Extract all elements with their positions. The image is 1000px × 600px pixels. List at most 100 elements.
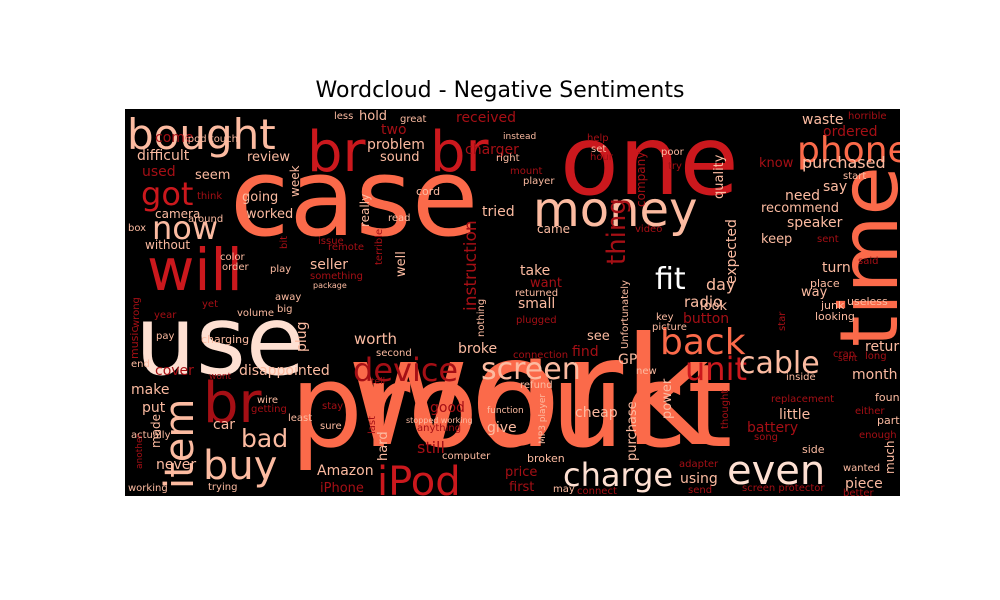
word-mp3-player: MP3 player — [538, 394, 548, 444]
word-right: right — [496, 153, 520, 164]
word-color: color — [220, 252, 246, 263]
word-company: company — [634, 152, 648, 207]
word-away: away — [275, 292, 301, 303]
word-say: say — [823, 179, 847, 195]
word-bought: bought — [127, 110, 276, 159]
word-junk: junk — [820, 299, 845, 312]
word-returned: returned — [515, 288, 558, 299]
word-play: play — [270, 264, 291, 275]
word-br: br — [203, 371, 263, 436]
word-ordered: ordered — [823, 124, 878, 140]
word-picture: picture — [652, 322, 687, 333]
word-stay: stay — [322, 401, 343, 412]
word-better: better — [843, 488, 874, 496]
word-bad: bad — [241, 424, 288, 453]
word-poor: poor — [661, 147, 685, 158]
word-plug: plug — [294, 321, 310, 352]
word-looking: looking — [815, 310, 855, 323]
word-cable: cable — [739, 346, 820, 381]
word-useless: useless — [847, 295, 888, 308]
word-cord: cord — [416, 185, 440, 198]
word-may: may — [553, 484, 575, 495]
chart-title: Wordcloud - Negative Sentiments — [315, 78, 685, 103]
word-recommend: recommend — [761, 201, 839, 216]
word-sent: sent — [838, 354, 858, 364]
word-money: money — [533, 182, 697, 238]
word-br: br — [430, 120, 490, 185]
word-make: make — [131, 382, 169, 398]
word-expected: expected — [724, 219, 740, 284]
word-player: player — [523, 176, 555, 187]
word-plugged: plugged — [516, 315, 557, 326]
word-mount: mount — [510, 166, 543, 177]
word-instruction: instruction — [461, 220, 481, 311]
word-br: br — [307, 120, 367, 185]
word-battery: battery — [747, 420, 798, 436]
word-yet: yet — [202, 299, 218, 310]
word-back: back — [660, 322, 746, 363]
word-broke: broke — [458, 341, 497, 357]
word-going: going — [242, 190, 278, 205]
word-buy: buy — [203, 443, 277, 489]
word-last: last — [367, 416, 378, 434]
word-part: part — [877, 414, 900, 427]
word-need: need — [785, 188, 820, 204]
word-adapter: adapter — [679, 459, 719, 470]
word-unit: unit — [685, 350, 747, 388]
word-something: something — [310, 271, 363, 282]
word-horrible: horrible — [848, 111, 887, 122]
word-key: key — [656, 312, 674, 323]
word-turn: turn — [822, 260, 851, 276]
word-charging: charging — [201, 333, 249, 346]
word-see: see — [587, 329, 610, 344]
word-sure: sure — [320, 421, 342, 432]
word-wanted: wanted — [843, 463, 880, 474]
word-much: much — [883, 441, 897, 475]
word-sound: sound — [380, 150, 419, 165]
word-time: time — [823, 166, 900, 347]
word-start: start — [843, 171, 866, 182]
word-bit: bit — [279, 236, 290, 249]
word-send: send — [688, 485, 712, 496]
word-hard: hard — [376, 431, 391, 461]
word-actually: actually — [131, 430, 171, 441]
word-device: device — [353, 351, 458, 389]
word-disappointed: disappointed — [239, 363, 330, 379]
word-star: star — [777, 311, 788, 331]
word-came: came — [537, 222, 570, 236]
word-take: take — [520, 263, 550, 279]
word-difficult: difficult — [137, 148, 190, 164]
word-item: item — [157, 399, 203, 489]
word-sent: sent — [817, 234, 839, 245]
word-enough: enough — [859, 430, 897, 441]
word-read: read — [388, 213, 411, 224]
word-two: two — [381, 122, 407, 138]
word-worked: worked — [246, 207, 293, 222]
word-box: box — [128, 223, 146, 234]
word-tried: tried — [482, 204, 515, 220]
word-crap: crap — [833, 349, 855, 360]
word-working: working — [128, 483, 168, 494]
word-use: use — [135, 285, 305, 397]
word-work: work — [347, 306, 710, 480]
word-find: find — [572, 344, 599, 360]
word-power: power — [660, 378, 675, 419]
word-either: either — [855, 406, 885, 417]
word-charger: charger — [465, 142, 519, 158]
word-year: year — [154, 310, 177, 321]
word-small: small — [518, 296, 555, 312]
word-ipod: iPod — [377, 459, 461, 496]
word-day: day — [706, 275, 735, 294]
word-will: will — [147, 236, 243, 304]
word-wire: wire — [257, 395, 278, 406]
word-quality: quality — [712, 154, 727, 199]
word-side: side — [802, 443, 825, 456]
word-one: one — [560, 109, 739, 217]
word-hold: hold — [359, 109, 387, 124]
word-help: help — [587, 133, 609, 144]
word-now: now — [152, 209, 218, 247]
word-music: music — [128, 326, 141, 359]
word-worth: worth — [354, 330, 397, 348]
word-button: button — [683, 311, 729, 327]
word-put: put — [142, 400, 166, 416]
